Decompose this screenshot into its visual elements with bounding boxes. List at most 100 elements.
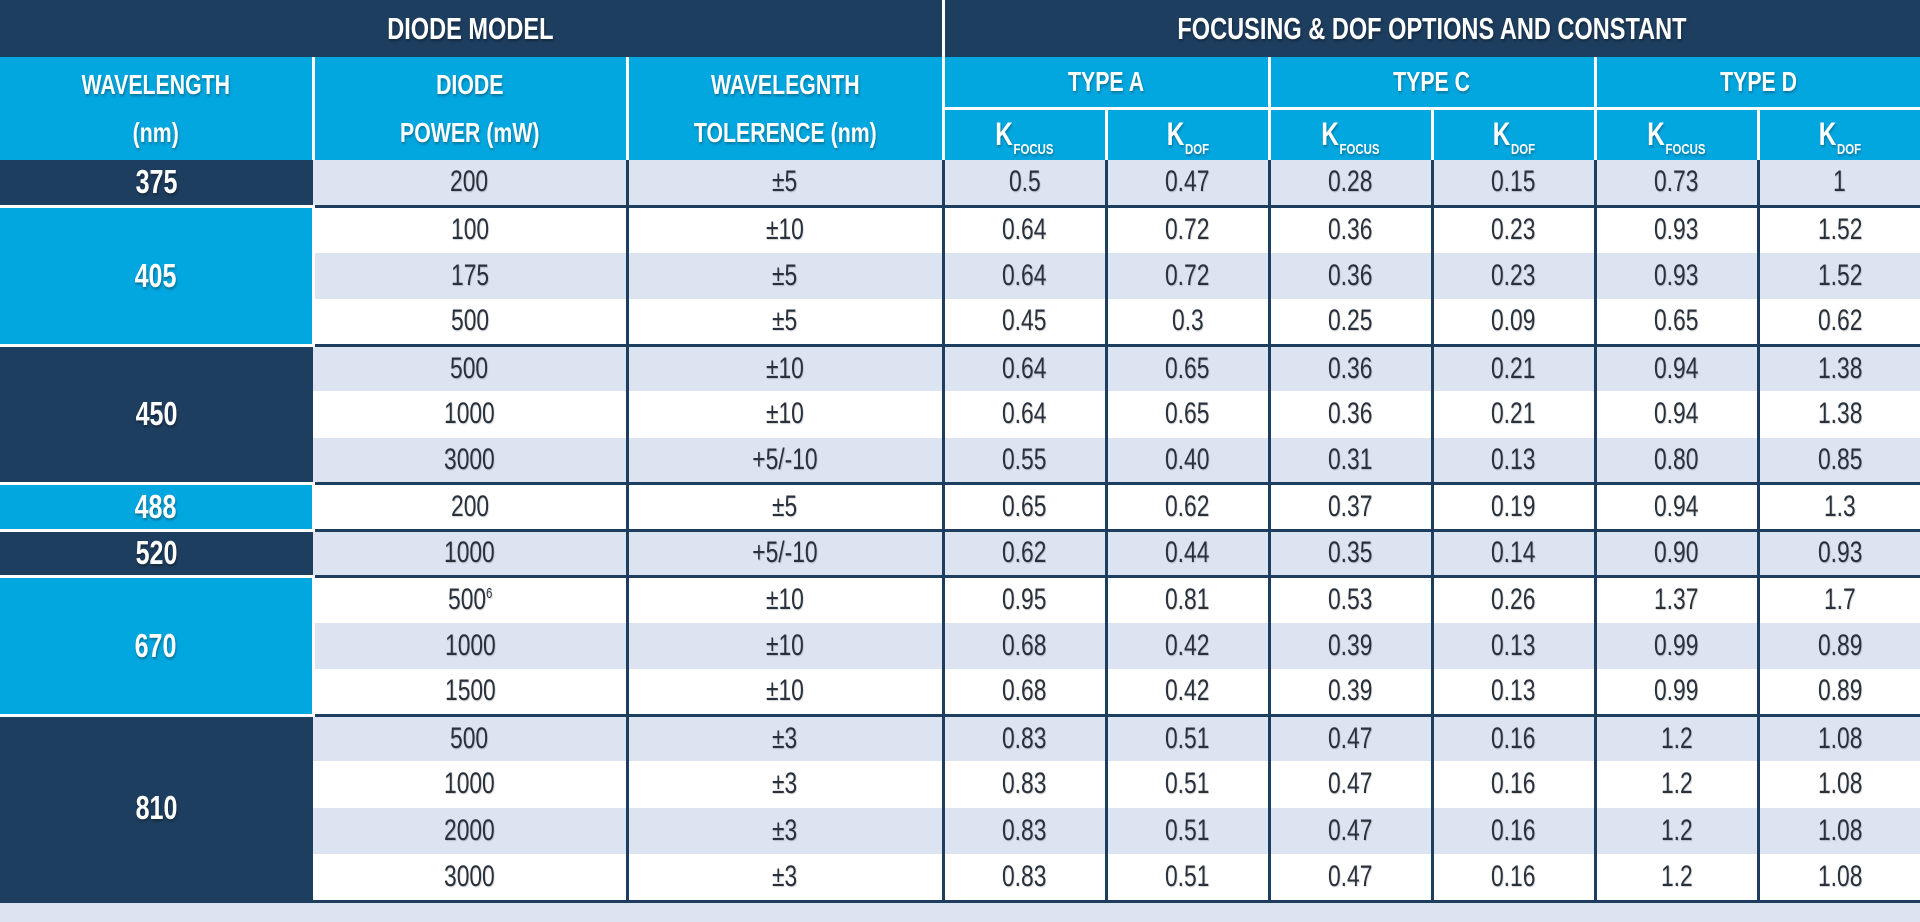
power-cell: 100: [313, 204, 627, 253]
k-dof-header: KDOF: [1104, 106, 1270, 160]
k-value-cell: 1.2: [1593, 853, 1759, 900]
k-value-cell: 1.37: [1593, 574, 1759, 623]
tolerance-cell: ±10: [625, 668, 944, 715]
header-row-columns: WAVELENGTH (nm) DIODE POWER (mW) WAVELEG…: [0, 57, 1920, 160]
power-cell: 200: [313, 482, 627, 530]
table-row: 405 100 ±10 0.64 0.72 0.36 0.23 0.93 1.52: [0, 204, 1920, 345]
k-value-cell: 0.47: [1267, 807, 1433, 854]
power-cell: 175: [450, 258, 490, 292]
power-cell: 3000: [443, 859, 495, 893]
k-value-cell: 0.51: [1104, 853, 1270, 900]
k-value-cell: 0.99: [1593, 668, 1759, 715]
k-value-cell: 0.14: [1430, 528, 1596, 577]
k-value-cell: 0.99: [1593, 622, 1759, 669]
k-value-cell: 0.53: [1267, 574, 1433, 623]
table-row: 810 500 ±3 0.83 0.51 0.47 0.16 1.2 1.08: [0, 713, 1920, 900]
power-cell: 500: [313, 343, 627, 392]
focusing-dof-title: FOCUSING & DOF OPTIONS AND CONSTANT: [1177, 10, 1687, 46]
k-value-cell: 0.39: [1267, 668, 1433, 715]
k-value-cell: 0.42: [1104, 622, 1270, 669]
tolerance-cell: ±5: [625, 252, 944, 299]
table-row: 1000 ±10 0.64 0.65 0.36 0.21 0.94 1.38: [0, 391, 1920, 438]
wavelength-cell: 450: [0, 343, 313, 484]
diode-power-column-header: DIODE POWER (mW): [311, 57, 627, 160]
power-cell: 1000: [313, 528, 627, 577]
k-value-cell: 0.47: [1104, 160, 1270, 207]
tolerance-cell: +5/-10: [625, 528, 944, 577]
wavelength-cell: 405: [0, 204, 315, 345]
tolerance-cell: ±10: [625, 391, 944, 438]
k-value-cell: 1: [1756, 160, 1920, 207]
k-value-cell: 0.26: [1430, 574, 1596, 623]
tolerance-column-header: WAVELEGNTH TOLERENCE (nm): [625, 57, 944, 160]
k-dof-header: KDOF: [1756, 106, 1920, 160]
power-cell: 200: [450, 165, 489, 199]
k-value-cell: 0.68: [941, 622, 1107, 669]
wavelength-cell: 375: [0, 160, 313, 207]
k-value-cell: 0.94: [1593, 482, 1759, 530]
k-value-cell: 1.52: [1756, 204, 1920, 253]
k-focus-header: KFOCUS: [941, 106, 1107, 160]
table-row: 500 ±5 0.45 0.3 0.25 0.09 0.65 0.62: [0, 298, 1920, 345]
k-value-cell: 0.51: [1104, 807, 1270, 854]
diode-model-title: DIODE MODEL: [387, 10, 554, 46]
power-header-line2: POWER (mW): [400, 116, 540, 148]
footnote-superscript: 6: [485, 585, 493, 603]
tolerance-cell: ±3: [625, 761, 944, 808]
k-value-cell: 1.7: [1756, 574, 1920, 623]
wavelength-cell: 810: [0, 713, 313, 900]
diode-model-header: DIODE MODEL: [0, 0, 944, 57]
power-cell: 500: [450, 304, 490, 338]
k-value-cell: 0.94: [1593, 343, 1759, 392]
k-value-cell: 0.72: [1104, 252, 1270, 299]
k-value-cell: 0.31: [1267, 437, 1433, 484]
k-value-cell: 0.93: [1593, 252, 1759, 299]
k-value-cell: 0.16: [1430, 807, 1596, 854]
wavelength-header-line1: WAVELENGTH: [81, 68, 231, 100]
k-value-cell: 0.64: [941, 343, 1107, 392]
wavelength-header-line2: (nm): [132, 116, 179, 148]
k-value-cell: 0.28: [1267, 160, 1433, 207]
k-value-cell: 0.85: [1756, 437, 1920, 484]
k-value-cell: 0.36: [1267, 343, 1433, 392]
k-value-cell: 1.08: [1756, 713, 1920, 762]
k-value-cell: 0.68: [941, 668, 1107, 715]
k-value-cell: 0.09: [1430, 298, 1596, 345]
table-row: 450 500 ±10 0.64 0.65 0.36 0.21 0.94 1.38: [0, 343, 1920, 484]
table-body: 375 200 ±5 0.5 0.47 0.28 0.15 0.73 1 405 100 ±10 0.6…: [0, 160, 1920, 900]
k-value-cell: 0.83: [941, 807, 1107, 854]
k-value-cell: 0.39: [1267, 622, 1433, 669]
k-value-cell: 0.64: [941, 391, 1107, 438]
type-a-header: TYPE A: [941, 57, 1270, 108]
wavelength-column-header: WAVELENGTH (nm): [0, 57, 313, 160]
k-value-cell: 0.5: [941, 160, 1107, 207]
k-value-cell: 0.55: [941, 437, 1107, 484]
tolerance-cell: ±10: [625, 574, 944, 623]
power-header-line1: DIODE: [436, 68, 504, 100]
k-value-cell: 0.23: [1430, 204, 1596, 253]
k-value-cell: 0.45: [941, 298, 1107, 345]
k-value-cell: 0.62: [941, 528, 1107, 577]
power-cell: 1000: [444, 628, 496, 662]
k-focus-header: KFOCUS: [1267, 106, 1433, 160]
header-row-main: DIODE MODEL FOCUSING & DOF OPTIONS AND C…: [0, 0, 1920, 57]
k-value-cell: 0.89: [1756, 622, 1920, 669]
k-value-cell: 1.38: [1756, 391, 1920, 438]
k-value-cell: 0.3: [1104, 298, 1270, 345]
tolerance-cell: ±3: [625, 713, 944, 762]
power-cell: 500: [313, 713, 627, 762]
table-row: 2000 ±3 0.83 0.51 0.47 0.16 1.2 1.08: [0, 807, 1920, 854]
power-cell: 2000: [443, 813, 495, 847]
k-value-cell: 0.65: [941, 482, 1107, 530]
k-value-cell: 0.47: [1267, 761, 1433, 808]
bottom-strip: [0, 900, 1920, 922]
table-row: 1500 ±10 0.68 0.42 0.39 0.13 0.99 0.89: [0, 668, 1920, 715]
tolerance-cell: +5/-10: [625, 437, 944, 484]
k-value-cell: 0.44: [1104, 528, 1270, 577]
table-row: 3000 ±3 0.83 0.51 0.47 0.16 1.2 1.08: [0, 853, 1920, 900]
k-value-cell: 0.13: [1430, 622, 1596, 669]
k-value-cell: 0.83: [941, 761, 1107, 808]
table-row: 3000 +5/-10 0.55 0.40 0.31 0.13 0.80 0.85: [0, 437, 1920, 484]
k-value-cell: 0.51: [1104, 713, 1270, 762]
k-value-cell: 0.13: [1430, 437, 1596, 484]
